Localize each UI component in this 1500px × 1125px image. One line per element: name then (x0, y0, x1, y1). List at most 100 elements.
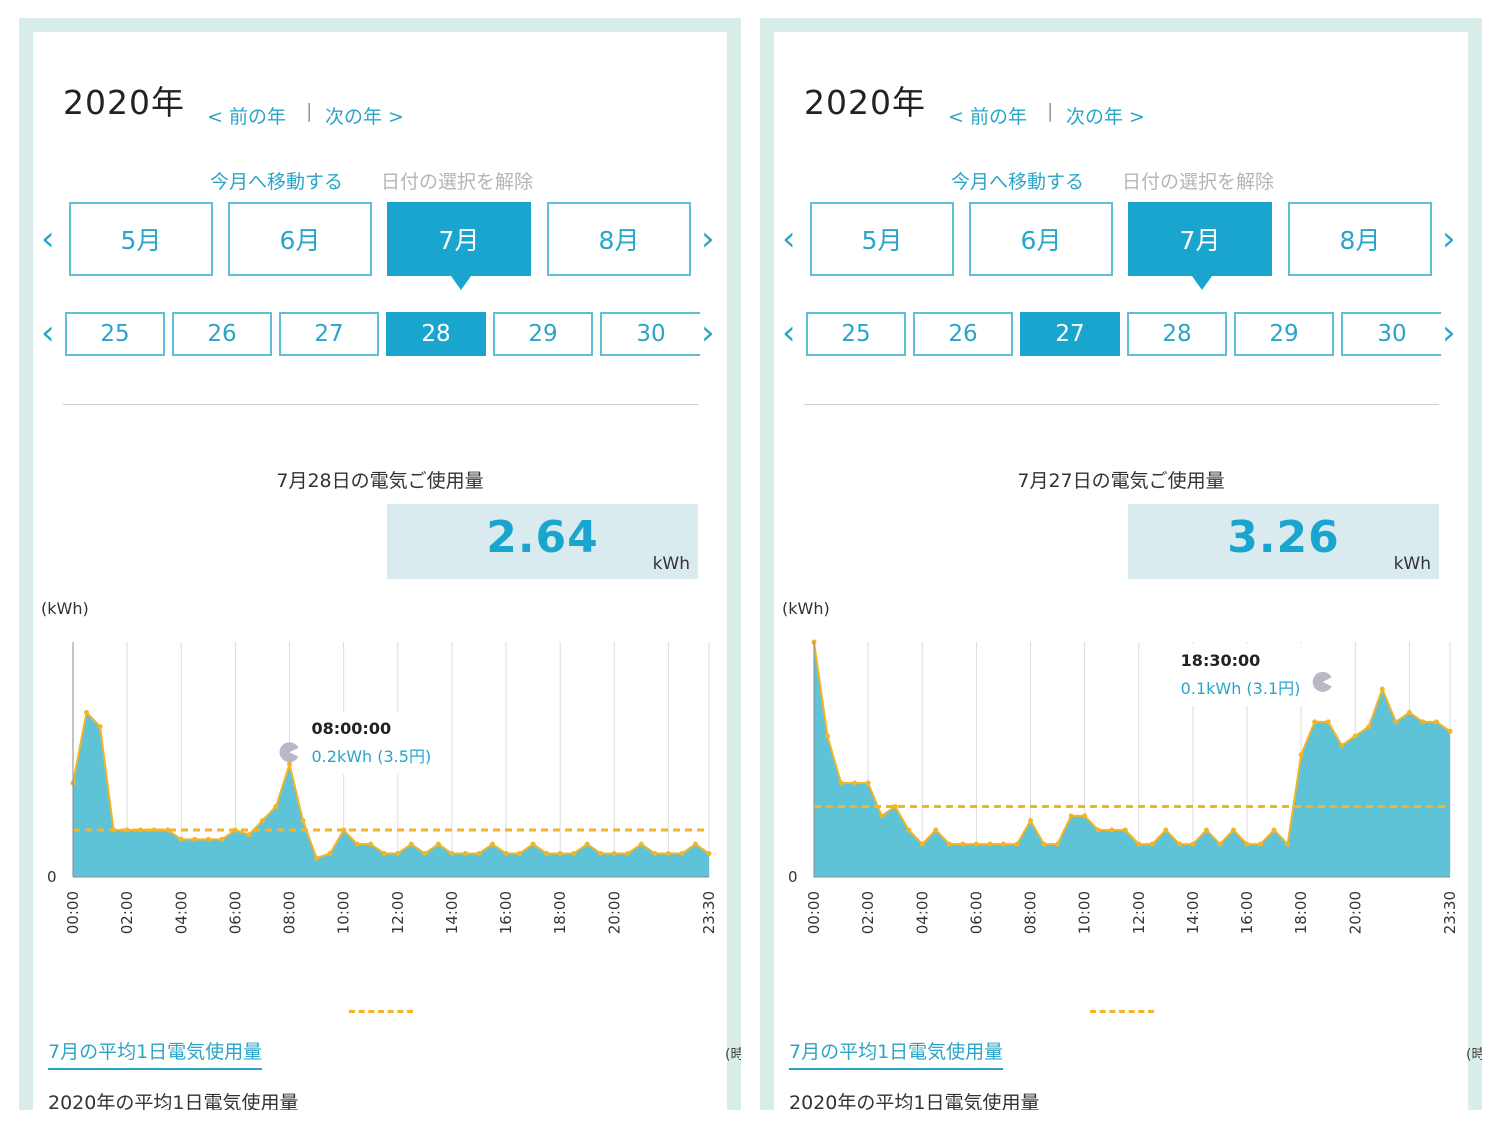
clear-date-selection-link[interactable]: 日付の選択を解除 (1122, 171, 1275, 193)
data-point (598, 851, 604, 856)
clear-date-selection-link[interactable]: 日付の選択を解除 (381, 171, 534, 193)
x-tick-label: 14:00 (1184, 891, 1202, 934)
day-tab-1[interactable]: 26 (172, 312, 272, 356)
data-point (435, 841, 441, 847)
year-nav-separator: | (1047, 100, 1054, 122)
goto-current-month-link[interactable]: 今月へ移動する (951, 171, 1085, 193)
months-next-arrow-icon[interactable]: › (701, 219, 715, 259)
month-tab-3[interactable]: 8月 (547, 202, 691, 276)
days-prev-arrow-icon[interactable]: ‹ (782, 313, 796, 353)
data-point (1325, 719, 1331, 725)
section-divider (63, 404, 698, 405)
year-nav-separator: | (306, 100, 313, 122)
usage-panel-1: 2020年 < 前の年 | 次の年 > 今月へ移動する 日付の選択を解除 ‹ 5… (760, 18, 1482, 1110)
x-tick-label: 16:00 (497, 891, 515, 934)
day-tab-4[interactable]: 29 (1234, 312, 1334, 356)
data-point (1082, 813, 1088, 819)
year-title: 2020年 (63, 83, 185, 122)
monthly-average-link[interactable]: 7月の平均1日電気使用量 (48, 1037, 263, 1070)
x-tick-label: 12:00 (389, 891, 407, 934)
x-tick-label: 23:30 (700, 891, 718, 934)
day-tab-0[interactable]: 25 (806, 312, 906, 356)
x-tick-label: 10:00 (1076, 891, 1094, 934)
monthly-average-link[interactable]: 7月の平均1日電気使用量 (789, 1037, 1004, 1070)
next-year-link[interactable]: 次の年 > (1066, 106, 1145, 128)
data-point (625, 851, 631, 856)
data-point (489, 841, 495, 847)
data-point (314, 855, 320, 861)
day-tab-2[interactable]: 27 (279, 312, 379, 356)
day-tab-3[interactable]: 28 (1127, 312, 1227, 356)
day-tab-4[interactable]: 29 (493, 312, 593, 356)
data-point (1420, 719, 1426, 725)
usage-title: 7月27日の電気ご使用量 (1017, 470, 1225, 492)
data-point (165, 827, 171, 833)
prev-year-link[interactable]: < 前の年 (207, 106, 286, 128)
data-point (706, 851, 712, 856)
goto-current-month-link[interactable]: 今月へ移動する (210, 171, 344, 193)
data-point (838, 780, 844, 786)
tooltip-time: 18:30:00 (1181, 651, 1261, 670)
legend-average-line (1090, 1010, 1154, 1013)
data-point (611, 851, 617, 856)
x-tick-label: 12:00 (1130, 891, 1148, 934)
data-point (1190, 841, 1196, 847)
data-point (1312, 719, 1318, 725)
panel-content: 2020年 < 前の年 | 次の年 > 今月へ移動する 日付の選択を解除 ‹ 5… (774, 32, 1482, 1110)
month-tab-2[interactable]: 7月 (387, 202, 531, 290)
data-point (1095, 827, 1101, 833)
prev-year-link[interactable]: < 前の年 (948, 106, 1027, 128)
data-point (422, 851, 428, 856)
months-prev-arrow-icon[interactable]: ‹ (782, 219, 796, 259)
data-point (1298, 752, 1304, 758)
data-point (368, 841, 374, 847)
data-point (638, 841, 644, 847)
data-point (1339, 742, 1345, 748)
data-point (327, 851, 333, 856)
month-tab-1[interactable]: 6月 (228, 202, 372, 276)
data-point (1433, 719, 1439, 725)
day-tab-1[interactable]: 26 (913, 312, 1013, 356)
data-point (1068, 813, 1074, 819)
data-point (178, 836, 184, 842)
months-prev-arrow-icon[interactable]: ‹ (41, 219, 55, 259)
days-prev-arrow-icon[interactable]: ‹ (41, 313, 55, 353)
data-point (1122, 827, 1128, 833)
month-tab-2[interactable]: 7月 (1128, 202, 1272, 290)
month-tab-0[interactable]: 5月 (810, 202, 954, 276)
x-tick-label: 02:00 (859, 891, 877, 934)
data-point (1217, 841, 1223, 847)
month-tab-1[interactable]: 6月 (969, 202, 1113, 276)
data-point (692, 841, 698, 847)
day-tab-5[interactable]: 30 (1341, 312, 1441, 356)
data-point (449, 851, 455, 856)
yearly-average-label: 2020年の平均1日電気使用量 (789, 1092, 1040, 1110)
day-tab-5[interactable]: 30 (600, 312, 700, 356)
data-point (1447, 728, 1453, 734)
data-point (825, 733, 831, 739)
day-tab-2[interactable]: 27 (1020, 312, 1120, 356)
usage-chart: 0 00:00 02:00 04:00 06:00 08:00 10:00 12:00 14:0… (47, 642, 718, 934)
usage-area (814, 642, 1450, 877)
data-point (246, 832, 252, 838)
days-next-arrow-icon[interactable]: › (1442, 313, 1456, 353)
data-point (530, 841, 536, 847)
data-point (879, 813, 885, 819)
month-tab-3[interactable]: 8月 (1288, 202, 1432, 276)
panel-content: 2020年 < 前の年 | 次の年 > 今月へ移動する 日付の選択を解除 ‹ 5… (33, 32, 741, 1110)
day-tab-0[interactable]: 25 (65, 312, 165, 356)
next-year-link[interactable]: 次の年 > (325, 106, 404, 128)
data-point (1028, 818, 1034, 824)
data-point (1136, 841, 1142, 847)
data-point (1230, 827, 1236, 833)
y-tick-label: 0 (47, 868, 57, 886)
section-divider (804, 404, 1439, 405)
days-next-arrow-icon[interactable]: › (701, 313, 715, 353)
data-point (1258, 841, 1264, 847)
months-next-arrow-icon[interactable]: › (1442, 219, 1456, 259)
month-tab-0[interactable]: 5月 (69, 202, 213, 276)
usage-unit: kWh (652, 554, 690, 574)
day-tab-3[interactable]: 28 (386, 312, 486, 356)
data-point (354, 841, 360, 847)
data-point (84, 710, 90, 715)
